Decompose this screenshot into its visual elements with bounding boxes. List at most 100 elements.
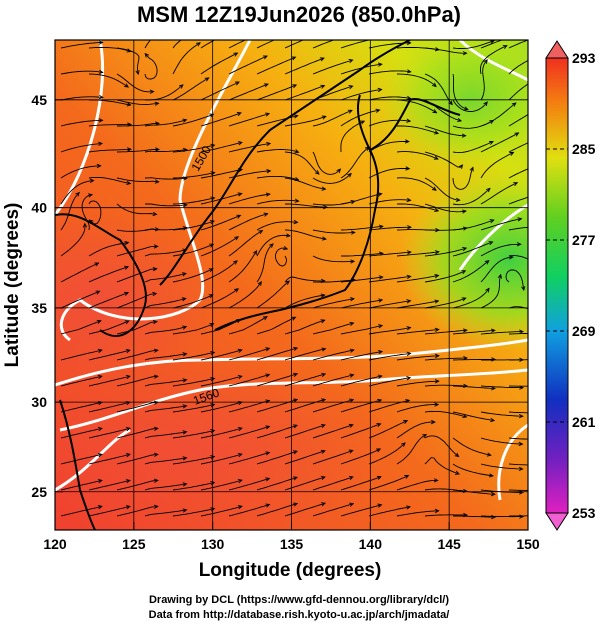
streamline xyxy=(340,146,370,179)
streamline-arrow xyxy=(237,192,243,197)
streamline-arrow xyxy=(257,281,262,286)
streamline xyxy=(88,401,131,413)
streamline-arrow xyxy=(96,163,102,169)
streamline-arrow xyxy=(462,413,468,419)
streamline xyxy=(60,375,102,387)
x-tick-label: 150 xyxy=(516,536,540,552)
streamline-arrow xyxy=(514,132,520,137)
colorbar-tick-label: 277 xyxy=(572,232,596,248)
streamline xyxy=(312,349,354,361)
streamline-arrow xyxy=(575,408,579,411)
streamline xyxy=(480,274,502,309)
streamline xyxy=(200,375,242,387)
streamline xyxy=(396,434,427,465)
streamline xyxy=(508,437,528,440)
streamline-arrow xyxy=(434,207,440,213)
streamline-arrow xyxy=(263,83,269,88)
streamline xyxy=(368,420,408,439)
streamline xyxy=(172,508,215,517)
streamline xyxy=(508,306,528,310)
streamline xyxy=(172,430,215,439)
streamline-arrow xyxy=(491,386,496,391)
streamline-arrow xyxy=(321,186,327,191)
streamline xyxy=(396,421,435,439)
streamline xyxy=(200,505,243,517)
streamline xyxy=(480,45,507,75)
streamline xyxy=(341,252,383,257)
streamline xyxy=(88,292,129,309)
streamline-arrow xyxy=(377,62,383,67)
streamline xyxy=(60,290,100,309)
streamline-arrow xyxy=(406,326,412,331)
streamline-arrow xyxy=(210,455,216,460)
streamline-arrow xyxy=(155,147,160,152)
streamline-arrow xyxy=(321,236,327,241)
streamline-arrow xyxy=(124,291,130,296)
streamline-arrow xyxy=(182,352,188,357)
streamline xyxy=(60,320,101,335)
streamline xyxy=(424,329,467,335)
contour xyxy=(55,428,131,492)
colorbar-tick-label: 285 xyxy=(572,141,596,157)
streamline-arrow xyxy=(519,514,525,519)
streamline xyxy=(453,515,496,518)
streamline-arrow xyxy=(509,151,515,156)
streamline-arrow xyxy=(97,453,103,458)
streamline-arrow xyxy=(88,193,94,198)
streamline xyxy=(60,262,99,283)
streamline-arrow xyxy=(541,105,545,108)
streamline xyxy=(340,89,382,101)
x-tick-label: 145 xyxy=(437,536,461,552)
streamline xyxy=(312,151,341,175)
streamline-arrow xyxy=(406,95,412,101)
streamline-arrow xyxy=(96,319,102,324)
streamline-arrow xyxy=(432,186,437,191)
colorbar-tick-label: 269 xyxy=(572,323,596,339)
streamline xyxy=(200,260,238,283)
streamline-arrow xyxy=(434,299,440,304)
contour xyxy=(458,203,528,271)
streamline-arrow xyxy=(431,419,436,425)
streamline xyxy=(312,173,352,184)
streamline xyxy=(424,357,467,361)
streamline xyxy=(452,358,496,361)
streamline-arrow xyxy=(98,95,104,100)
streamline-arrow xyxy=(434,379,440,384)
streamline-arrow xyxy=(98,118,104,123)
streamline-arrow xyxy=(182,482,188,487)
streamline-arrow xyxy=(152,211,158,217)
streamline xyxy=(480,515,523,518)
streamline xyxy=(200,168,243,179)
streamline xyxy=(88,124,132,127)
streamline-arrow xyxy=(403,420,409,424)
streamline xyxy=(396,125,439,134)
streamline-arrow xyxy=(252,250,258,255)
streamline-arrow xyxy=(486,452,492,457)
streamline xyxy=(508,196,528,205)
streamline-arrow xyxy=(125,453,131,458)
streamline xyxy=(396,251,439,257)
streamline-arrow xyxy=(152,291,158,297)
streamline-arrow xyxy=(377,503,383,508)
streamline-arrow xyxy=(349,348,355,353)
streamline-arrow xyxy=(320,475,326,481)
streamline xyxy=(60,70,103,75)
streamline-arrow xyxy=(293,424,298,429)
streamline-arrow xyxy=(153,478,159,483)
streamline-arrow xyxy=(233,52,239,57)
streamline xyxy=(340,375,382,387)
y-axis-label: Latitude (degrees) xyxy=(2,203,23,368)
colorbar-bar xyxy=(545,57,569,514)
streamline-arrow xyxy=(82,222,88,228)
streamline xyxy=(480,437,523,445)
streamline xyxy=(508,333,528,335)
x-tick-label: 130 xyxy=(201,536,225,552)
streamline-arrow xyxy=(544,32,548,35)
streamline-arrow xyxy=(237,505,243,510)
streamline xyxy=(368,251,411,257)
streamline xyxy=(60,453,102,465)
streamline-arrow xyxy=(258,230,264,235)
streamline xyxy=(256,316,296,335)
streamline-arrow xyxy=(152,266,158,272)
streamline-arrow xyxy=(378,275,384,280)
